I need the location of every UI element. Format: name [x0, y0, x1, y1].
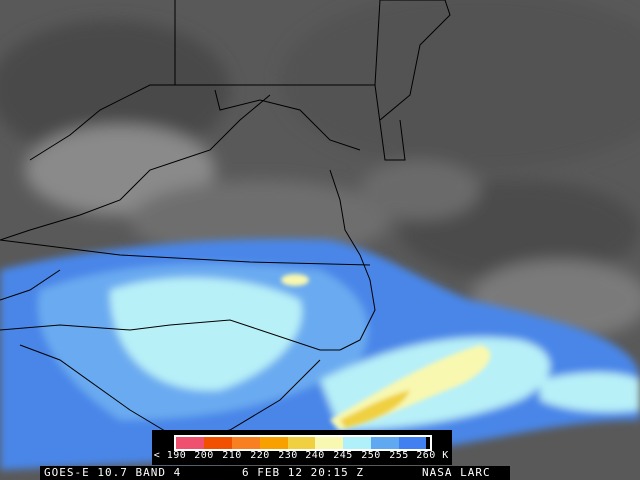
legend-swatch: [343, 437, 371, 449]
legend-tick-label: 200: [194, 450, 214, 461]
legend-swatch: [371, 437, 399, 449]
image-caption: GOES-E 10.7 BAND 4 6 FEB 12 20:15 Z NASA…: [40, 466, 510, 480]
legend-tick-label: 220: [250, 450, 270, 461]
legend-tick-label: 210: [222, 450, 242, 461]
state-borders: [0, 0, 451, 441]
legend-swatch: [176, 437, 204, 449]
legend-tick-label: 240: [305, 450, 325, 461]
legend-swatch: [399, 437, 426, 449]
legend-tick-label: 230: [278, 450, 298, 461]
legend-swatch: [260, 437, 288, 449]
color-scale-bar: [174, 435, 432, 451]
legend-tick-label: 260 K: [416, 450, 449, 461]
legend-tick-label: 250: [361, 450, 381, 461]
source-label: NASA LARC: [422, 466, 491, 479]
legend-swatch: [232, 437, 260, 449]
legend-tick-label: < 190: [153, 450, 187, 461]
legend-swatch: [315, 437, 343, 449]
legend-swatch: [204, 437, 232, 449]
legend-tick-label: 245: [333, 450, 353, 461]
cold-cloud-tops: [0, 239, 640, 470]
datetime-label: 6 FEB 12 20:15 Z: [242, 466, 364, 479]
satellite-band-label: GOES-E 10.7 BAND 4: [44, 466, 182, 479]
legend-tick-label: 255: [389, 450, 409, 461]
legend-swatch: [288, 437, 315, 449]
temperature-legend: < 190 200 210 220 230 240 245 250 255 260 K: [152, 430, 452, 465]
warm-cloud-tops: [281, 274, 491, 430]
